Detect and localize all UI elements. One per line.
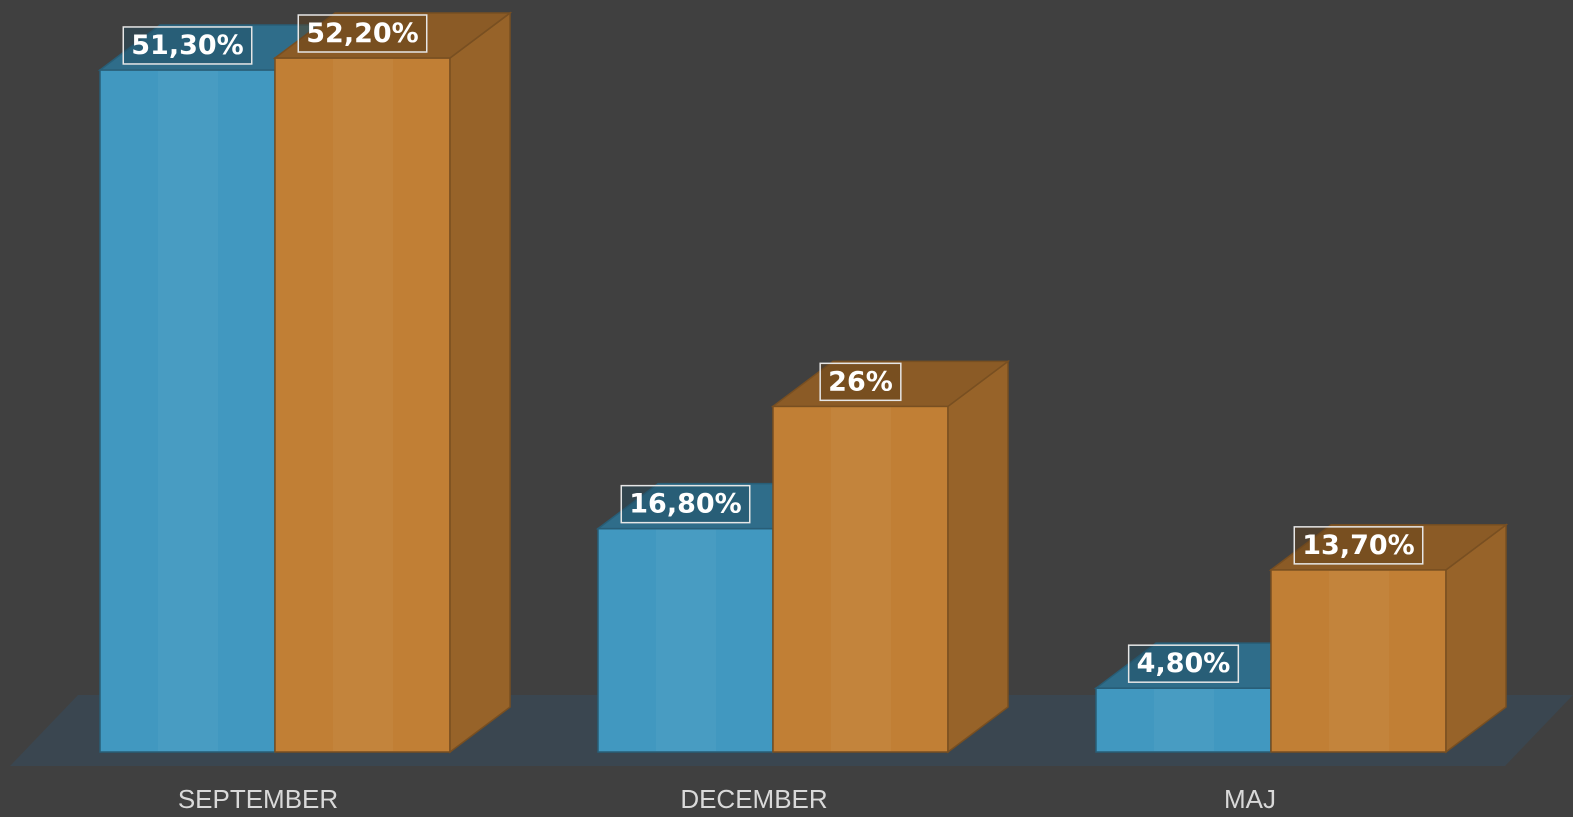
category-axis: SEPTEMBER DECEMBER MAJ [178, 784, 1276, 814]
bar-side [449, 11, 511, 754]
bar-highlight [831, 407, 891, 751]
bar-maj-2 [1268, 523, 1509, 754]
data-label-text: 51,30% [131, 30, 243, 61]
data-label-text: 52,20% [306, 18, 418, 49]
bar-highlight [333, 59, 393, 751]
data-label-text: 26% [828, 366, 893, 397]
category-label: MAJ [1224, 784, 1276, 814]
data-label-september-2: 52,20% [297, 14, 428, 53]
data-label-text: 13,70% [1302, 530, 1414, 561]
data-label-box [620, 484, 751, 524]
bar-top [272, 12, 513, 59]
bar-front [1270, 569, 1447, 753]
bar-december-2 [770, 359, 1011, 754]
data-label-september-1: 51,30% [122, 26, 253, 65]
bar-highlight [656, 529, 716, 751]
data-label-text: 4,80% [1137, 648, 1231, 679]
bar-september-2 [272, 11, 513, 754]
bar-side [947, 359, 1009, 754]
bar-top [1268, 524, 1509, 571]
data-label-text: 16,80% [629, 489, 741, 520]
data-label-box [1293, 526, 1424, 565]
bars-layer [97, 11, 1509, 754]
bar-highlight [1154, 689, 1214, 751]
data-label-box [122, 26, 253, 65]
bar-front [597, 527, 774, 753]
data-label-december-2: 26% [819, 362, 902, 402]
category-label: SEPTEMBER [178, 784, 338, 814]
data-label-december-1: 16,80% [620, 484, 751, 524]
data-label-box [297, 14, 428, 53]
bar-top [770, 360, 1011, 408]
data-label-box [819, 362, 902, 402]
bar-front [274, 57, 451, 753]
bar-highlight [158, 70, 218, 751]
category-label: DECEMBER [680, 784, 827, 814]
data-label-box [1127, 644, 1240, 683]
data-label-maj-1: 4,80% [1127, 644, 1240, 683]
data-label-maj-2: 13,70% [1293, 526, 1424, 565]
bar-highlight [1329, 570, 1389, 751]
data-labels-layer: 51,30% 52,20% 16,80% 26% 4,80% 13,70% [122, 14, 1424, 683]
